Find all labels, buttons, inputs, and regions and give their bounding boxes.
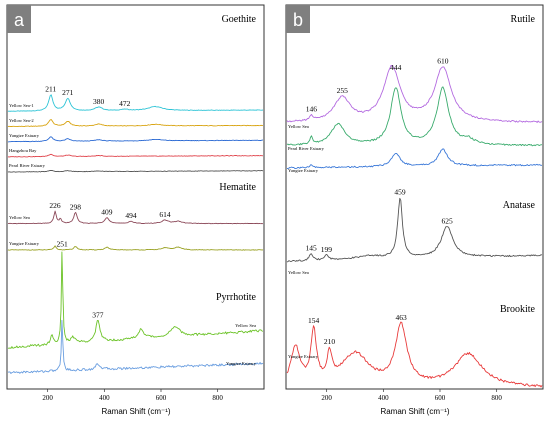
panel-a-goethite-peak-label-380: 380: [93, 97, 105, 106]
panel-a-x-tick-label-800: 800: [212, 394, 223, 402]
panel-b-anatase-peak-label-145: 145: [305, 243, 317, 252]
panel-a-goethite-series-yangtze-estuary: [7, 136, 263, 143]
panel-a-pyrrhotite-peak-label-251: 251: [56, 239, 68, 248]
panel-a-hematite-series-yangtze-estuary: [7, 245, 264, 251]
panel-b-rutile-peak-label-146: 146: [306, 104, 318, 113]
panel-b-brookite-peak-label-154: 154: [308, 316, 320, 325]
panel-a-goethite-series-yellow-sea-2: [7, 119, 264, 128]
panel-b-rutile-peak-label-255: 255: [337, 86, 349, 95]
panel-b-brookite-label-yangtze-estuary: Yangtze Estuary: [288, 354, 319, 359]
panel-b-brookite-peak-label-463: 463: [396, 313, 408, 322]
panel-a-goethite-label-hangzhou-bay: Hangzhou Bay: [9, 148, 37, 153]
panel-b-x-tick-label-200: 200: [321, 394, 332, 402]
panel-a-marks: 200 400 600 800 Goethite Yellow Sea-1 Yellow S…: [7, 14, 264, 402]
panel-b-anatase-label-yellow-sea: Yellow Sea: [288, 270, 309, 275]
panel-b-rutile-series-yangtze-estuary: [286, 148, 542, 169]
panel-a-goethite-label-yangtze-estuary: Yangtze Estuary: [9, 133, 40, 138]
panel-b-anatase-peak-label-625: 625: [441, 216, 453, 225]
panel-a-mineral-pyrrhotite: Pyrrhotite: [216, 292, 257, 303]
panel-a-pyrrhotite-series-yangtze-estuary: [7, 319, 264, 374]
panel-a-x-axis-label: Raman Shift (cm⁻¹): [101, 407, 170, 416]
panel-a-hematite-peak-label-614: 614: [159, 210, 171, 219]
panel-b-anatase-peak-label-199: 199: [321, 245, 333, 254]
panel-a-hematite-label-yellow-sea: Yellow Sea: [9, 215, 30, 220]
panel-a-hematite-peak-label-494: 494: [125, 211, 137, 220]
panel-a-x-tick-label-400: 400: [99, 394, 110, 402]
panel-b-mineral-anatase: Anatase: [503, 200, 536, 211]
panel-b-rutile-label-pearl-river-estuary: Pearl River Estuary: [288, 146, 325, 151]
panel-b-rutile-peak-label-610: 610: [437, 56, 449, 65]
panel-a-x-tick-label-600: 600: [156, 394, 167, 402]
panel-a-hematite-peak-label-226: 226: [49, 201, 61, 210]
panel-a: a 200 400 600 800 Goethite Yellow Sea-1 Yellow…: [6, 4, 265, 416]
panel-b-anatase-peak-label-459: 459: [394, 187, 406, 196]
panel-a-badge-letter: a: [14, 10, 25, 30]
panel-b-x-tick-label-600: 600: [435, 394, 446, 402]
panel-a-hematite-series-yellow-sea: [8, 210, 264, 225]
panel-b-frame: [285, 4, 544, 390]
panel-a-mineral-hematite: Hematite: [219, 182, 256, 193]
panel-b-mineral-rutile: Rutile: [511, 14, 536, 25]
panel-a-goethite-peak-label-271: 271: [62, 88, 74, 97]
panel-b-x-tick-label-800: 800: [491, 394, 502, 402]
panel-a-goethite-series-yellow-sea-1: [7, 94, 264, 112]
panel-a-pyrrhotite-series-yellow-sea: [7, 251, 264, 349]
panel-a-frame: [6, 4, 265, 390]
panel-b-rutile-series-pearl-river-estuary: [286, 86, 543, 147]
panel-b-brookite-series-yangtze-estuary: [286, 321, 543, 388]
panel-b-anatase-series-yellow-sea: [286, 197, 543, 263]
panel-b-rutile-label-yangtze-estuary: Yangtze Estuary: [288, 168, 319, 173]
panel-b-marks: 200 400 600 800 Rutile Yellow Sea Pearl River …: [286, 14, 543, 402]
panel-a-goethite-label-pearl-river-estuary: Pearl River Estuary: [9, 163, 46, 168]
panel-b-mineral-brookite: Brookite: [500, 304, 536, 315]
panel-b-badge-letter: b: [293, 10, 303, 30]
panel-a-goethite-peak-label-211: 211: [45, 85, 56, 94]
panel-a-hematite-peak-label-298: 298: [70, 202, 82, 211]
panel-a-goethite-series-pearl-river-estuary: [7, 169, 264, 173]
panel-a-pyrrhotite-peak-label-377: 377: [92, 311, 104, 320]
panel-b-x-tick-label-400: 400: [378, 394, 389, 402]
panel-a-x-tick-label-200: 200: [42, 394, 53, 402]
panel-b-x-axis-label: Raman Shift (cm⁻¹): [380, 407, 449, 416]
panel-a-pyrrhotite-label-yangtze-estuary: Yangtze Estuary: [226, 361, 257, 366]
panel-b-rutile-series-yellow-sea: [286, 64, 543, 123]
panel-b-brookite-peak-label-210: 210: [324, 337, 336, 346]
panel-a-goethite-series-hangzhou-bay: [7, 153, 264, 158]
panel-a-mineral-goethite: Goethite: [222, 14, 257, 25]
panel-a-hematite-peak-label-409: 409: [101, 207, 113, 216]
panel-a-goethite-label-yellow-sea-2: Yellow Sea-2: [9, 118, 34, 123]
panel-a-badge: [7, 5, 31, 33]
panel-b-badge: [286, 5, 310, 33]
panel-a-pyrrhotite-label-yellow-sea: Yellow Sea: [235, 323, 256, 328]
panel-b-rutile-label-yellow-sea: Yellow Sea: [288, 124, 309, 129]
panel-a-goethite-label-yellow-sea-1: Yellow Sea-1: [9, 103, 34, 108]
panel-b: b 200 400 600 800 Rutile Yellow Sea Pearl Rive…: [285, 4, 544, 416]
panel-a-hematite-label-yangtze-estuary: Yangtze Estuary: [9, 241, 40, 246]
panel-a-goethite-peak-label-472: 472: [119, 99, 131, 108]
panel-b-rutile-peak-label-444: 444: [390, 63, 402, 72]
